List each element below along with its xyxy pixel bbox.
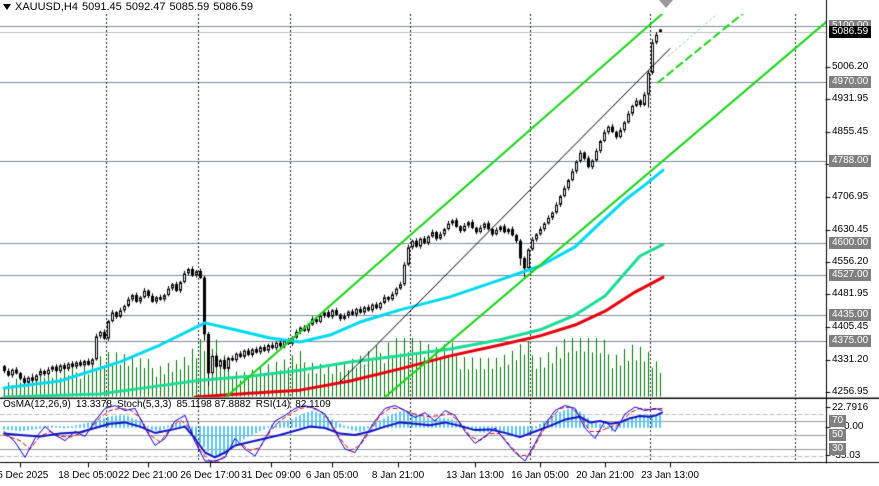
title-close-value: 5086.59 [213, 1, 254, 13]
symbol-period-label: XAUUSD,H4 [15, 1, 78, 13]
pane-scale-bottom-label: -35.03 [832, 450, 861, 461]
time-tick-label: 18 Dec 05:00 [58, 470, 118, 481]
price-tick-label: 4931.95 [832, 93, 869, 104]
price-level-badge: 4788.00 [829, 155, 872, 167]
time-tick-label: 23 Jan 13:00 [641, 470, 699, 481]
current-price-badge: 5086.59 [829, 26, 872, 38]
price-tick-label: 4556.20 [832, 256, 869, 267]
price-level-badge: 4375.00 [829, 335, 872, 347]
price-tick-label: 4855.45 [832, 126, 869, 137]
mouse-cursor-icon [659, 0, 673, 8]
time-tick-label: 26 Dec 17:00 [180, 470, 240, 481]
time-tick-label: 22 Dec 21:00 [118, 470, 178, 481]
price-tick-label: 4706.95 [832, 191, 869, 202]
price-tick-label: 4405.45 [832, 321, 869, 332]
title-open-value: 5091.45 [81, 1, 122, 13]
indicator-labels: OsMA(12,26,9) 13.3378 Stoch(5,3,3) 85.1198 … [3, 399, 336, 410]
time-tick-label: 20 Jan 21:00 [576, 470, 634, 481]
price-tick-label: 4630.45 [832, 224, 869, 235]
time-tick-label: 6 Jan 05:00 [305, 470, 359, 481]
price-tick-label: 4331.20 [832, 354, 869, 365]
pane-scale-top-label: 22.7916 [832, 402, 869, 413]
time-tick-label: 31 Dec 09:00 [241, 470, 301, 481]
title-low-value: 5085.59 [169, 1, 210, 13]
pane-level-badge: 70 [829, 415, 847, 427]
stoch-label: Stoch(5,3,3) [116, 399, 172, 410]
price-tick-label: 5006.20 [832, 61, 869, 72]
rsi-label: RSI(14) [255, 399, 291, 410]
price-tick-label: 4481.95 [832, 288, 869, 299]
pane-scale-zero-label: 0.00 [844, 421, 864, 432]
stoch-values: 85.1198 87.8882 [176, 399, 251, 410]
time-tick-label: 8 Jan 21:00 [371, 470, 425, 481]
price-level-badge: 4435.00 [829, 309, 872, 321]
title-high-value: 5092.47 [125, 1, 166, 13]
pane-level-badge: 50 [829, 429, 847, 441]
price-level-badge: 4970.00 [829, 76, 872, 88]
symbol-dropdown-icon[interactable] [3, 4, 11, 10]
price-tick-label: 4256.95 [832, 386, 869, 397]
price-level-badge: 4600.00 [829, 237, 872, 249]
osma-value: 13.3378 [75, 399, 112, 410]
time-tick-label: 13 Jan 13:00 [446, 470, 504, 481]
price-scale[interactable]: 5006.204931.954855.454781.204706.954630.… [827, 0, 879, 463]
osma-label: OsMA(12,26,9) [3, 399, 71, 410]
chart-title: XAUUSD,H4 5091.45 5092.47 5085.59 5086.59 [3, 1, 257, 13]
time-tick-label: 15 Dec 2025 [0, 470, 49, 481]
pane-level-badge: 30 [829, 443, 847, 455]
rsi-value: 82.1109 [295, 399, 331, 410]
price-level-badge: 4527.00 [829, 269, 872, 281]
time-tick-label: 16 Jan 05:00 [511, 470, 569, 481]
